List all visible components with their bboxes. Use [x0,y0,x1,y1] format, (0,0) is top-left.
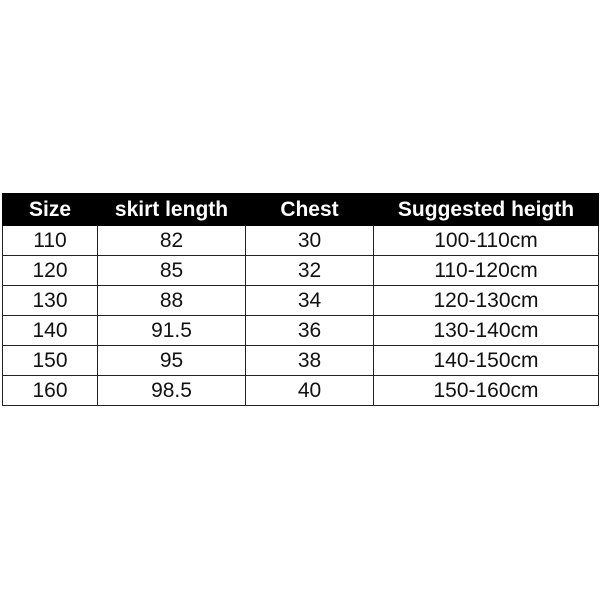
size-cell: 160 [2,375,98,406]
size-cell: 130 [2,285,98,316]
chest-cell: 38 [245,345,374,376]
suggested-height-cell: 100-110cm [373,225,599,256]
size-cell: 110 [2,225,98,256]
table-row: 160 98.5 40 150-160cm [2,375,599,406]
suggested-height-cell: 130-140cm [373,315,599,346]
size-cell: 150 [2,345,98,376]
header-skirt-length: skirt length [97,193,246,226]
suggested-height-cell: 150-160cm [373,375,599,406]
header-suggested-height: Suggested heigth [373,193,599,226]
skirt-length-cell: 95 [97,345,246,376]
suggested-height-cell: 110-120cm [373,255,599,286]
table-row: 140 91.5 36 130-140cm [2,315,599,346]
header-chest: Chest [245,193,374,226]
skirt-length-cell: 88 [97,285,246,316]
table-row: 150 95 38 140-150cm [2,345,599,376]
chest-cell: 40 [245,375,374,406]
skirt-length-cell: 85 [97,255,246,286]
chest-cell: 36 [245,315,374,346]
suggested-height-cell: 120-130cm [373,285,599,316]
table-row: 110 82 30 100-110cm [2,225,599,256]
chest-cell: 34 [245,285,374,316]
header-size: Size [2,193,98,226]
header-row: Size skirt length Chest Suggested heigth [2,193,599,226]
size-chart-table: Size skirt length Chest Suggested heigth… [2,193,599,406]
skirt-length-cell: 82 [97,225,246,256]
skirt-length-cell: 91.5 [97,315,246,346]
size-cell: 140 [2,315,98,346]
size-cell: 120 [2,255,98,286]
suggested-height-cell: 140-150cm [373,345,599,376]
chest-cell: 30 [245,225,374,256]
chest-cell: 32 [245,255,374,286]
table-row: 120 85 32 110-120cm [2,255,599,286]
table-row: 130 88 34 120-130cm [2,285,599,316]
skirt-length-cell: 98.5 [97,375,246,406]
